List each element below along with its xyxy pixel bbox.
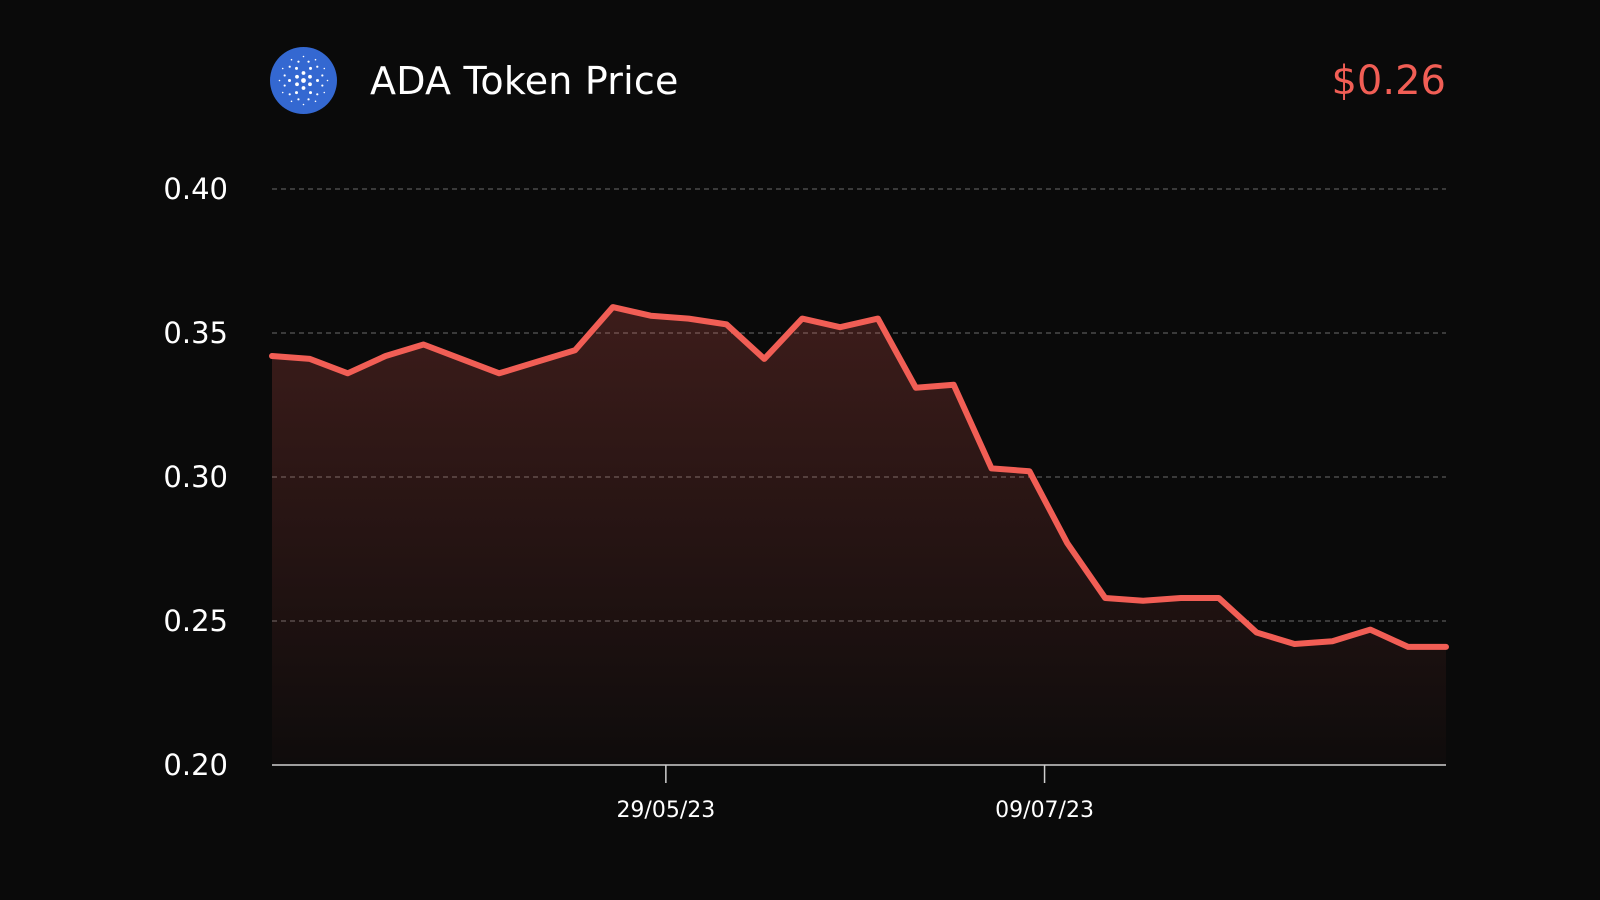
cardano-logo-icon (270, 47, 337, 114)
y-tick-label: 0.20 (163, 748, 228, 782)
price-line (269, 304, 1449, 650)
y-tick-label: 0.30 (163, 460, 228, 494)
x-tick-label: 29/05/23 (616, 798, 715, 823)
cardano-logo-svg (270, 47, 337, 114)
y-tick-label: 0.25 (163, 604, 228, 638)
current-price: $0.26 (1331, 58, 1446, 104)
price-area-fill (272, 307, 1446, 765)
y-tick-label: 0.35 (163, 316, 228, 350)
chart-header: ADA Token Price $0.26 (270, 47, 1446, 115)
x-tick-label: 09/07/23 (995, 798, 1094, 823)
y-tick-label: 0.40 (163, 172, 228, 206)
chart-title: ADA Token Price (370, 59, 679, 103)
